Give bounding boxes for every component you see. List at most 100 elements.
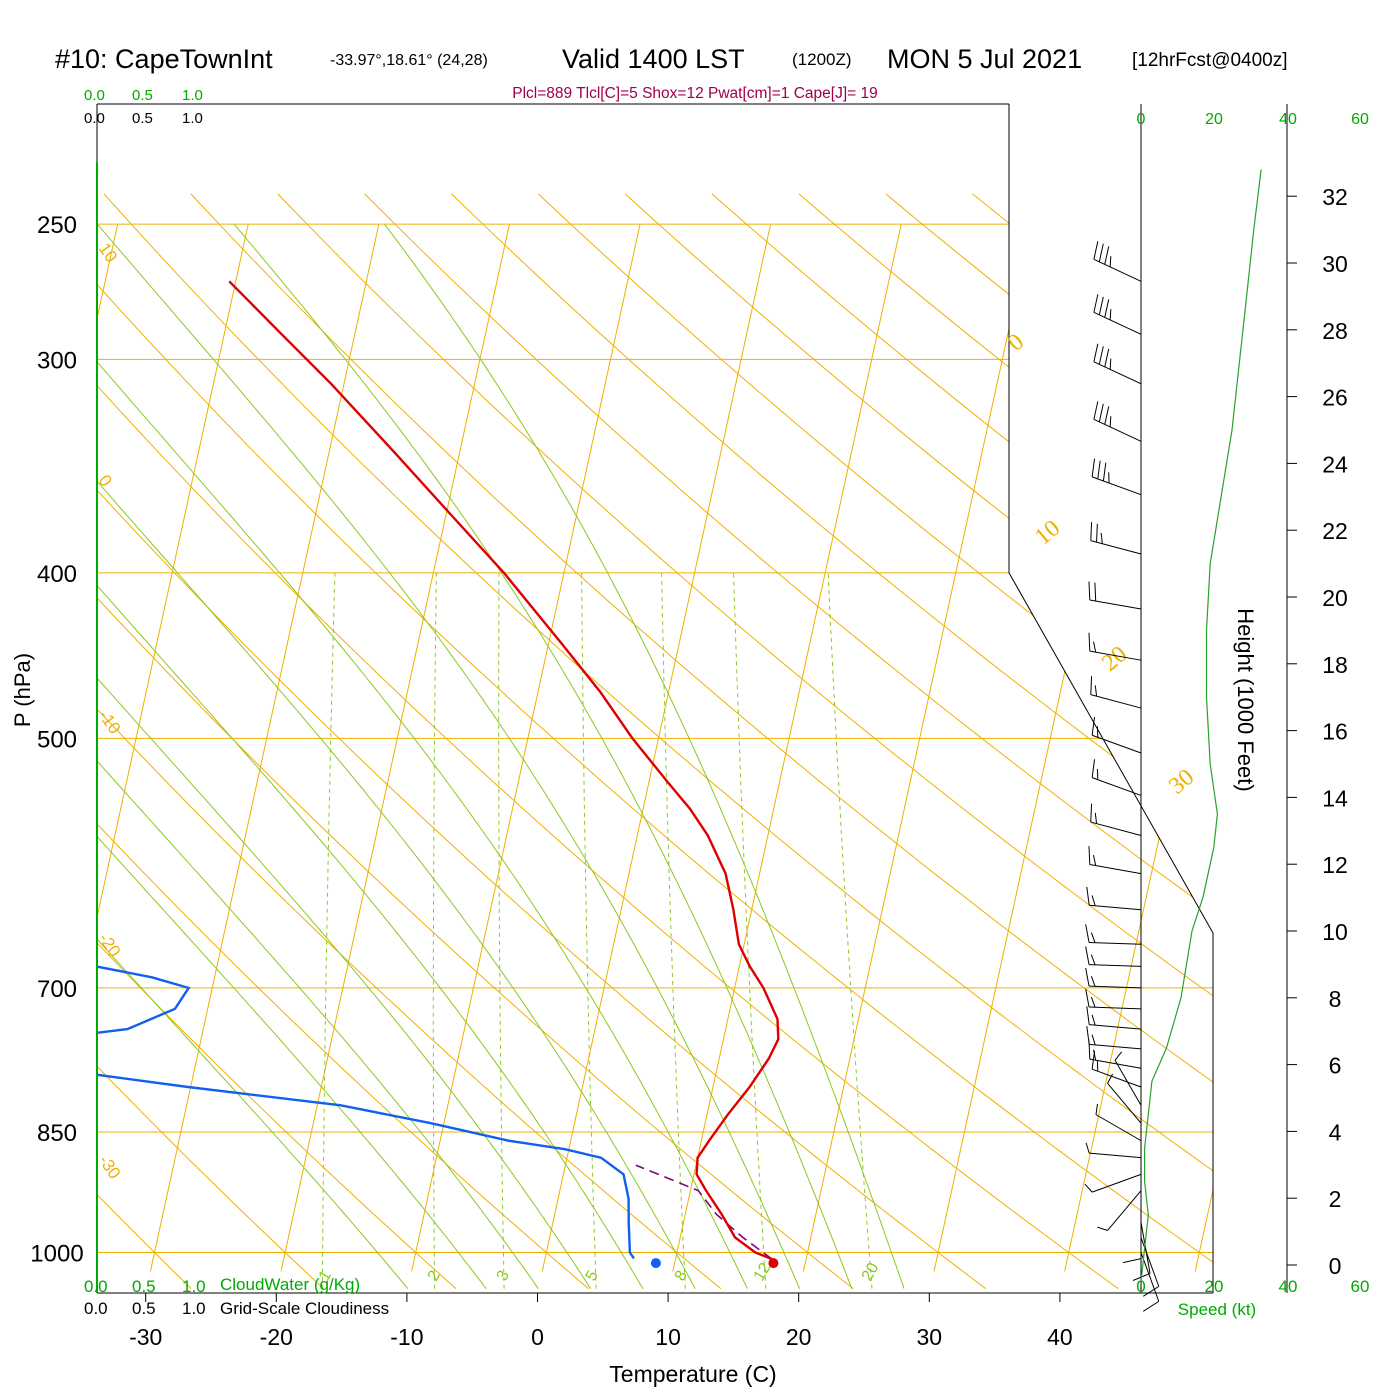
surface-temperature-marker (768, 1258, 779, 1269)
wind-barb-staff (1091, 734, 1142, 754)
valid-time: Valid 1400 LST (562, 44, 745, 74)
wind-barb (1091, 1050, 1142, 1088)
mixing-ratio-line (498, 572, 505, 1289)
wind-barb-feather (1104, 406, 1110, 425)
wind-barb-staff (1089, 904, 1142, 911)
dewpoint-line (97, 281, 635, 1260)
wind-barb-staff (1089, 985, 1142, 989)
svg-text:0.5: 0.5 (132, 110, 153, 127)
wind-barb-feather (1102, 462, 1107, 482)
isotherm-label-right: 10 (1030, 515, 1065, 550)
moist-adiabat (233, 223, 853, 1289)
wind-barb (1085, 1142, 1142, 1159)
x-tick-label: 30 (917, 1324, 943, 1350)
wind-barb (1097, 1190, 1142, 1231)
wind-barb-feather (1093, 641, 1097, 653)
wind-barb-feather (1090, 932, 1096, 943)
wind-barb (1085, 946, 1142, 967)
wind-barb-feather (1090, 996, 1096, 1008)
isotherm-line (802, 224, 1033, 1272)
wind-barb-staff (1089, 1043, 1142, 1050)
wind-barb (1091, 716, 1142, 754)
wind-barb (1085, 967, 1142, 989)
x-tick-label: 20 (786, 1324, 812, 1350)
isotherm-label-right: 0 (1003, 329, 1029, 357)
wind-barb-feather (1098, 403, 1104, 422)
height-tick-label: 6 (1329, 1053, 1342, 1079)
wind-barb-staff (1093, 258, 1142, 282)
height-tick-label: 18 (1322, 652, 1348, 678)
wind-barb-feather (1100, 532, 1103, 544)
wind-barb-staff (1093, 311, 1142, 335)
wind-barb-feather (1098, 346, 1104, 365)
wind-barb (1091, 759, 1142, 796)
wind-barb-feather (1091, 759, 1096, 778)
wind-barb-feather (1094, 685, 1098, 697)
wind-barb-feather (1109, 416, 1112, 427)
wind-barb-feather (1084, 1183, 1093, 1193)
svg-text:20: 20 (1205, 111, 1223, 128)
wind-barb-feather (1086, 886, 1090, 906)
dry-adiabat (97, 193, 324, 1290)
mixing-ratio-line (321, 572, 336, 1289)
wind-barb-feather (1094, 582, 1097, 602)
speed-label: Speed (kt) (1178, 1300, 1256, 1319)
wind-barb-staff (1140, 1252, 1160, 1302)
cloudwater-scale-top: 0.0 0.5 1.0 (84, 87, 203, 104)
wind-barb-feather (1093, 1049, 1097, 1061)
dry-adiabat (798, 193, 1213, 1290)
wind-barb-feather (1109, 309, 1112, 320)
svg-text:40: 40 (1279, 1277, 1298, 1296)
wind-barb-feather (1090, 522, 1093, 541)
x-tick-label: 10 (655, 1324, 681, 1350)
dry-adiabat (1146, 193, 1213, 1290)
temperature-line (228, 280, 780, 1261)
x-tick-label: -10 (390, 1324, 423, 1350)
wind-barb-feather (1086, 1006, 1090, 1025)
isotherm-line (1194, 224, 1213, 1272)
dry-adiabat (190, 193, 1213, 1290)
svg-text:1.0: 1.0 (182, 1277, 206, 1296)
wind-barb-staff (1089, 1058, 1142, 1069)
wind-barb-staff (1090, 694, 1142, 709)
wind-barb (1090, 522, 1142, 555)
height-tick-label: 20 (1322, 585, 1348, 611)
dry-adiabat (711, 193, 1213, 1290)
isotherm-label: -30 (95, 1151, 125, 1182)
moist-adiabat (97, 307, 409, 1290)
wind-barb-staff (1089, 941, 1142, 945)
wind-barb (1140, 1237, 1160, 1297)
sounding-profiles (97, 280, 780, 1269)
isotherm-label: -20 (95, 929, 125, 960)
wind-barb-feather (1093, 401, 1099, 420)
wind-barb-feather (1090, 954, 1096, 965)
mixing-ratio-line (733, 572, 767, 1289)
dry-adiabat (97, 193, 1119, 1290)
y-axis-title: P (hPa) (10, 653, 35, 727)
moist-adiabat (97, 223, 696, 1289)
wind-barb-feather (1091, 716, 1096, 736)
svg-text:0.5: 0.5 (132, 87, 153, 104)
wind-barb-feather (1098, 243, 1104, 262)
station-coords: -33.97°,18.61° (24,28) (330, 52, 488, 69)
svg-text:0: 0 (1137, 111, 1146, 128)
wind-barb-feather (1090, 676, 1093, 695)
dry-adiabat (97, 193, 987, 1290)
height-axis-title: Height (1000 Feet) (1233, 608, 1258, 791)
height-tick-label: 2 (1329, 1186, 1342, 1212)
svg-text:0.5: 0.5 (132, 1299, 156, 1318)
wind-barb (1086, 1026, 1142, 1050)
utc-time: (1200Z) (792, 50, 852, 69)
height-tick-label: 30 (1322, 251, 1348, 277)
dry-adiabat (97, 193, 589, 1290)
wind-barb-feather (1104, 299, 1110, 318)
cloudwater-label: CloudWater (g/Kg) (220, 1275, 360, 1294)
wind-barb-feather (1091, 1014, 1096, 1026)
wind-barb-feather (1086, 1026, 1090, 1045)
svg-text:60: 60 (1351, 1277, 1370, 1296)
height-tick-label: 26 (1322, 385, 1348, 411)
svg-text:60: 60 (1351, 111, 1369, 128)
svg-text:0.0: 0.0 (84, 87, 105, 104)
background-grid (97, 193, 1213, 1290)
wind-barb-staff (1095, 1114, 1142, 1142)
